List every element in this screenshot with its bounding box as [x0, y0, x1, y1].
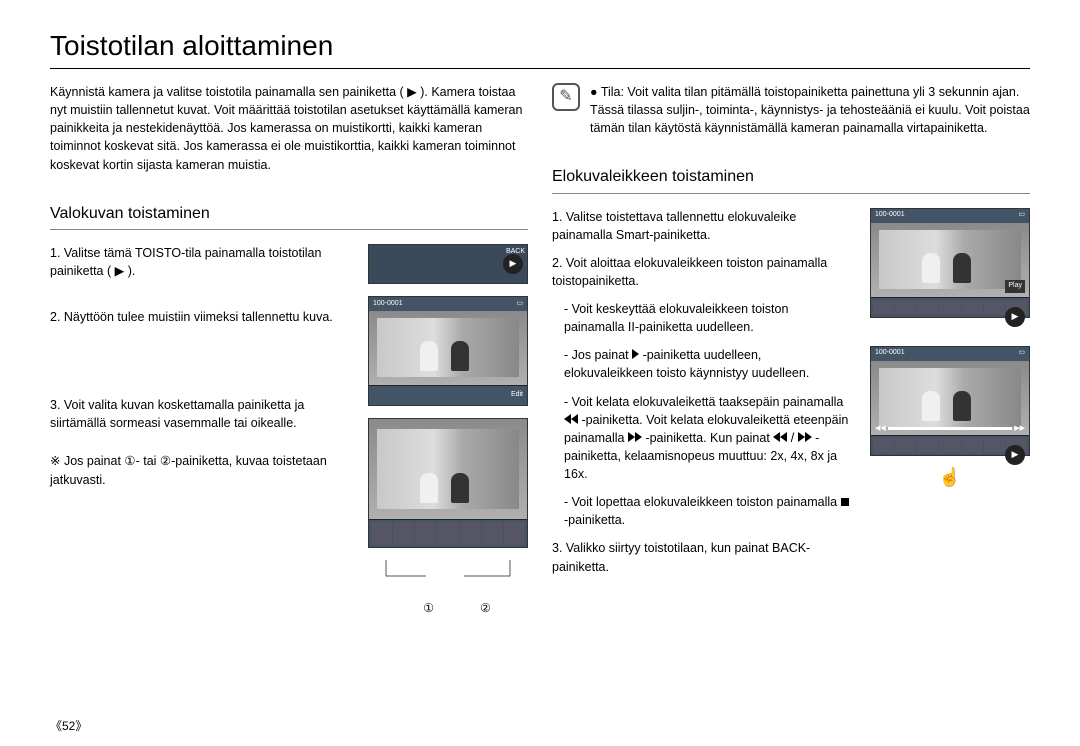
play-icon: ▶: [1005, 445, 1025, 465]
battery-icon: ▭: [516, 299, 523, 309]
triangle-left-icon: [773, 432, 780, 442]
right-step-1: 1. Valitse toistettava tallennettu eloku…: [552, 208, 850, 244]
page-title: Toistotilan aloittaminen: [50, 30, 1030, 69]
right-column: ✎ ● Tila: Voit valita tilan pitämällä to…: [552, 83, 1030, 629]
left-note: ※ Jos painat ①- tai ②-painiketta, kuvaa …: [50, 452, 348, 488]
left-step-3: 3. Voit valita kuvan koskettamalla paini…: [50, 396, 348, 432]
camera-screenshot-swipe: [368, 418, 528, 548]
battery-icon: ▭: [1018, 348, 1025, 358]
triangle-right-icon: [805, 432, 812, 442]
file-number-label: 100-0001: [875, 210, 905, 220]
camera-screenshot-back: ▶ BACK: [368, 244, 528, 284]
heading-movie-playback: Elokuvaleikkeen toistaminen: [552, 165, 1030, 193]
right-bullet-stop: - Voit lopettaa elokuvaleikkeen toiston …: [552, 493, 850, 529]
heading-photo-playback: Valokuvan toistaminen: [50, 202, 528, 230]
stop-icon: [841, 498, 849, 506]
pointer-label-2: ②: [480, 600, 491, 617]
right-step-3: 3. Valikko siirtyy toistotilaan, kun pai…: [552, 539, 850, 575]
triangle-right-icon: [628, 432, 635, 442]
pointer-label-1: ①: [423, 600, 434, 617]
left-step-2: 2. Näyttöön tulee muistiin viimeksi tall…: [50, 308, 348, 326]
right-bullet-resume: - Jos painat -painiketta uudelleen, elok…: [552, 346, 850, 382]
file-number-label: 100-0001: [373, 299, 403, 309]
edit-label: Edit: [511, 390, 523, 400]
file-number-label: 100-0001: [875, 348, 905, 358]
back-label: BACK: [506, 247, 525, 257]
play-label: Play: [1005, 280, 1025, 292]
intro-paragraph: Käynnistä kamera ja valitse toistotila p…: [50, 83, 528, 174]
battery-icon: ▭: [1018, 210, 1025, 220]
note-icon: ✎: [552, 83, 580, 111]
right-bullet-rewind: - Voit kelata elokuvaleikettä taaksepäin…: [552, 393, 850, 484]
triangle-right-icon: [798, 432, 805, 442]
content-columns: Käynnistä kamera ja valitse toistotila p…: [50, 83, 1030, 629]
right-step-2: 2. Voit aloittaa elokuvaleikkeen toiston…: [552, 254, 850, 290]
hand-pointer-icon: ☝: [939, 464, 961, 490]
page-number: 《52》: [50, 717, 87, 734]
tip-text: Tila: Voit valita tilan pitämällä toisto…: [590, 85, 1030, 135]
camera-screenshot-movie-1: 100-0001 ▭ Play ▶: [870, 208, 1030, 318]
camera-screenshot-movie-2: 100-0001 ▭ ◀◀ ▶▶ ▶: [870, 346, 1030, 456]
play-icon: ▶: [1005, 307, 1025, 327]
right-bullet-pause: - Voit keskeyttää elokuvaleikkeen toisto…: [552, 300, 850, 336]
left-column: Käynnistä kamera ja valitse toistotila p…: [50, 83, 528, 629]
camera-screenshot-photo: 100-0001 ▭ Edit: [368, 296, 528, 406]
triangle-left-icon: [564, 414, 571, 424]
triangle-right-icon: [635, 432, 642, 442]
pointer-arrows: [368, 560, 528, 590]
left-step-1: 1. Valitse tämä TOISTO-tila painamalla t…: [50, 244, 348, 280]
triangle-left-icon: [571, 414, 578, 424]
tip-box: ✎ ● Tila: Voit valita tilan pitämällä to…: [552, 83, 1030, 137]
